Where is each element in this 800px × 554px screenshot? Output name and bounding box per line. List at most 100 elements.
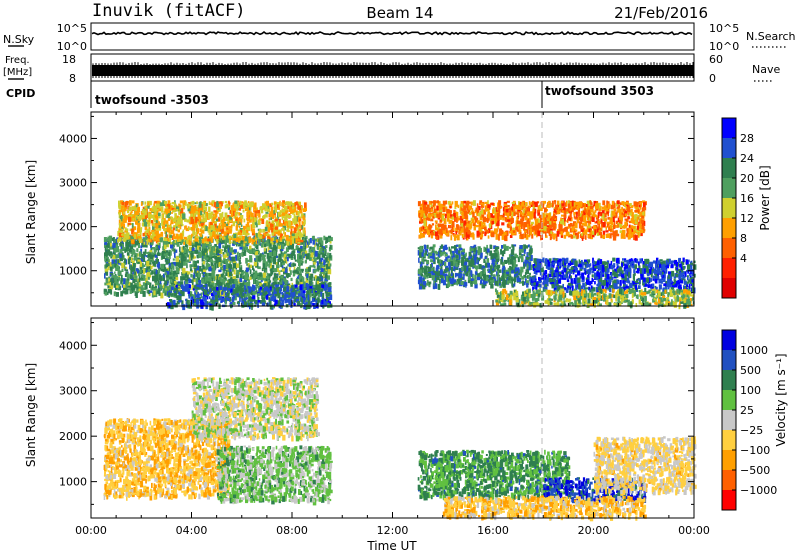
range-gate-cell <box>226 252 230 256</box>
range-gate-cell <box>437 259 440 264</box>
range-gate-cell <box>284 267 288 273</box>
range-gate-cell <box>227 280 229 283</box>
range-gate-cell <box>154 229 157 232</box>
range-gate-cell <box>445 247 448 250</box>
range-gate-cell <box>180 264 184 269</box>
range-gate-cell <box>153 268 157 272</box>
range-gate-cell <box>238 259 241 263</box>
range-gate-cell <box>450 253 453 256</box>
range-gate-cell <box>264 278 267 283</box>
range-gate-cell <box>309 291 312 296</box>
range-gate-cell <box>199 246 201 252</box>
range-gate-cell <box>201 301 205 306</box>
range-gate-cell <box>223 259 226 264</box>
range-gate-cell <box>119 242 122 247</box>
range-gate-cell <box>235 237 239 243</box>
range-gate-cell <box>226 225 229 228</box>
range-gate-cell <box>259 272 262 277</box>
range-gate-cell <box>213 276 216 282</box>
range-gate-cell <box>218 261 222 267</box>
range-gate-cell <box>257 276 260 281</box>
range-gate-cell <box>183 248 186 252</box>
range-gate-cell <box>155 246 158 249</box>
range-gate-cell <box>255 290 258 293</box>
range-gate-cell <box>491 253 493 258</box>
range-gate-cell <box>318 249 322 254</box>
range-gate-cell <box>123 286 126 290</box>
range-gate-cell <box>162 256 166 259</box>
range-gate-cell <box>461 252 465 255</box>
range-gate-cell <box>181 259 184 266</box>
range-gate-cell <box>284 251 288 254</box>
range-gate-cell <box>149 208 152 211</box>
range-gate-cell <box>171 230 175 234</box>
range-gate-cell <box>133 244 137 248</box>
range-gate-cell <box>298 232 302 238</box>
range-gate-cell <box>110 281 114 286</box>
range-gate-cell <box>258 250 260 254</box>
range-gate-cell <box>495 246 500 250</box>
range-gate-cell <box>179 200 184 204</box>
range-gate-cell <box>304 261 307 264</box>
range-gate-cell <box>193 264 197 268</box>
range-gate-cell <box>314 241 316 248</box>
range-gate-cell <box>111 259 115 265</box>
range-gate-cell <box>148 258 151 263</box>
range-gate-cell <box>233 269 236 275</box>
range-gate-cell <box>279 258 281 262</box>
range-gate-cell <box>110 284 113 290</box>
nsky-trace <box>91 30 693 36</box>
range-gate-cell <box>321 300 324 305</box>
range-gate-cell <box>131 242 134 248</box>
range-gate-cell <box>301 241 304 245</box>
range-gate-cell <box>260 278 263 282</box>
range-gate-cell <box>103 288 107 295</box>
range-gate-cell <box>254 236 257 240</box>
range-gate-cell <box>255 274 259 279</box>
range-gate-cell <box>431 275 435 281</box>
range-gate-cell <box>123 211 125 215</box>
range-gate-cell <box>219 213 222 219</box>
range-gate-cell <box>444 253 448 256</box>
range-gate-cell <box>468 256 470 260</box>
range-gate-cell <box>206 261 208 266</box>
range-gate-cell <box>258 255 262 262</box>
range-gate-cell <box>308 280 312 286</box>
station-title: Inuvik (fitACF) <box>92 1 246 21</box>
range-gate-cell <box>186 249 190 252</box>
range-gate-cell <box>293 227 297 234</box>
range-gate-cell <box>202 261 206 265</box>
range-gate-cell <box>271 214 275 220</box>
range-gate-cell <box>144 277 148 284</box>
range-gate-cell <box>134 252 136 257</box>
range-gate-cell <box>304 235 308 240</box>
range-gate-cell <box>329 287 332 292</box>
range-gate-cell <box>289 243 293 249</box>
range-gate-cell <box>319 274 322 278</box>
range-gate-cell <box>253 278 257 284</box>
range-gate-cell <box>204 272 208 277</box>
range-gate-cell <box>178 203 180 207</box>
range-gate-cell <box>312 298 314 302</box>
range-gate-cell <box>285 239 288 246</box>
range-gate-cell <box>190 270 194 273</box>
range-gate-cell <box>327 252 329 256</box>
range-gate-cell <box>224 284 227 288</box>
range-gate-cell <box>511 261 514 267</box>
range-gate-cell <box>110 288 113 295</box>
range-gate-cell <box>326 263 329 270</box>
range-gate-cell <box>168 251 171 257</box>
range-gate-cell <box>105 263 108 268</box>
range-gate-cell <box>228 271 233 277</box>
range-gate-cell <box>253 204 257 210</box>
range-gate-cell <box>173 209 176 213</box>
range-gate-cell <box>153 248 157 255</box>
range-gate-cell <box>266 220 268 224</box>
range-gate-cell <box>300 268 304 272</box>
range-gate-cell <box>274 218 278 222</box>
range-gate-cell <box>278 271 281 275</box>
range-gate-cell <box>177 229 180 233</box>
range-gate-cell <box>223 239 227 245</box>
range-gate-cell <box>134 290 138 293</box>
